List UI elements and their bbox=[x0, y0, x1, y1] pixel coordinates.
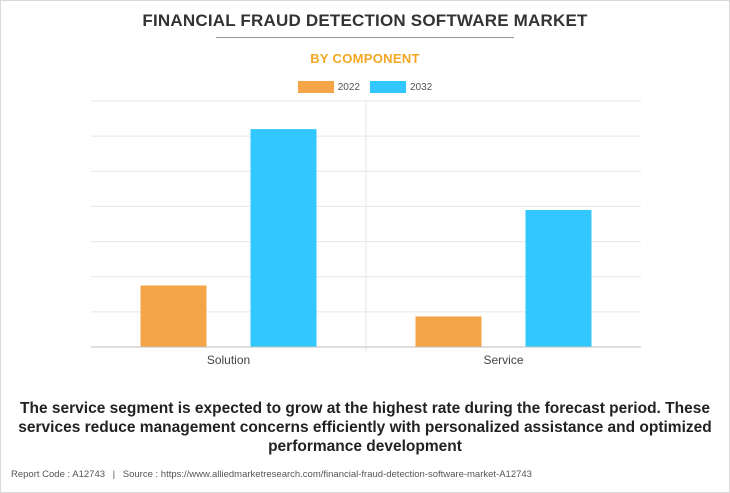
x-tick-label: Solution bbox=[207, 353, 250, 367]
legend-label-2022: 2022 bbox=[337, 81, 360, 93]
chart-description: The service segment is expected to grow … bbox=[18, 400, 712, 455]
bar-solution-2022 bbox=[140, 285, 207, 347]
title-divider bbox=[216, 37, 514, 38]
bar-service-2032 bbox=[525, 209, 592, 347]
legend-swatch-2022 bbox=[297, 81, 334, 93]
source-link[interactable]: Source : https://www.alliedmarketresearc… bbox=[122, 469, 532, 480]
bar-chart: Solution Service bbox=[91, 100, 641, 367]
report-code: Report Code : A12743 bbox=[11, 469, 106, 480]
chart-title: FINANCIAL FRAUD DETECTION SOFTWARE MARKE… bbox=[142, 11, 588, 30]
footer: Report Code : A12743 | Source : https://… bbox=[11, 469, 532, 480]
x-tick-label: Service bbox=[483, 353, 523, 367]
chart-subtitle: BY COMPONENT bbox=[310, 51, 420, 66]
bar-solution-2032 bbox=[250, 129, 317, 347]
legend-item-2022: 2022 bbox=[297, 81, 360, 93]
legend-label-2032: 2032 bbox=[410, 81, 433, 93]
legend: 2022 2032 bbox=[0, 80, 730, 94]
legend-swatch-2032 bbox=[370, 81, 406, 93]
legend-item-2032: 2032 bbox=[370, 81, 432, 93]
footer-separator: | bbox=[112, 469, 116, 480]
bar-service-2022 bbox=[415, 316, 482, 347]
